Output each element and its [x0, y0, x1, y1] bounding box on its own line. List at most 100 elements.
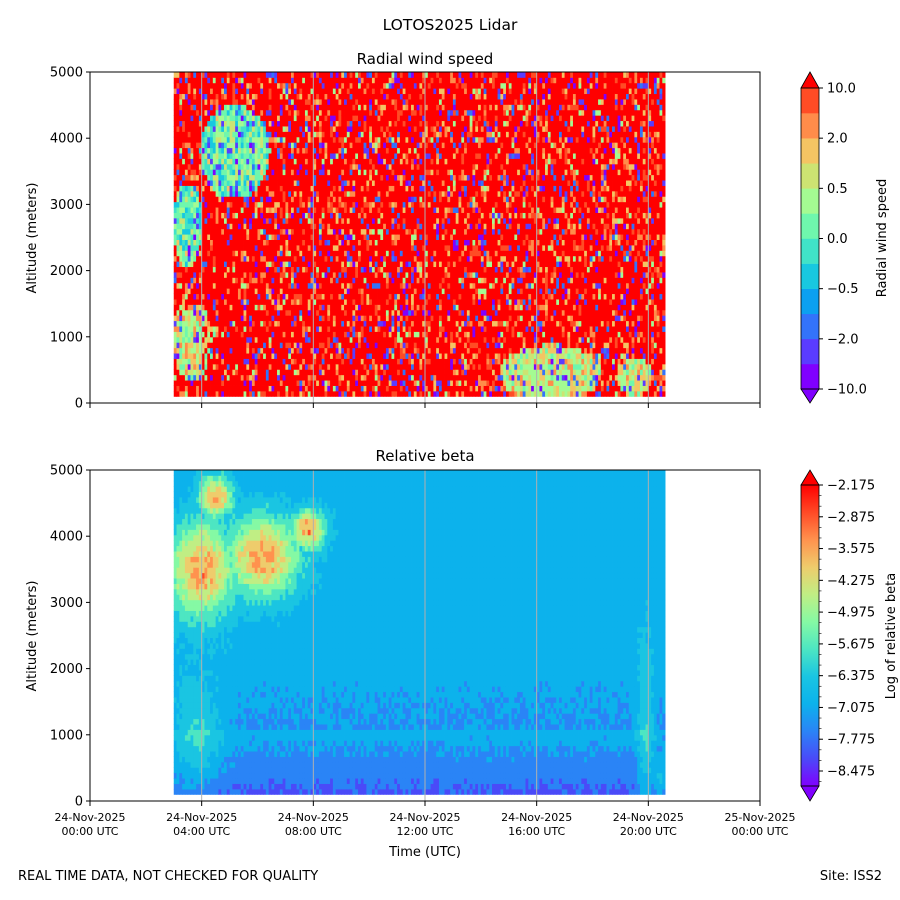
- wind-cell: [296, 293, 300, 300]
- wind-cell: [335, 131, 339, 138]
- wind-cell: [307, 320, 311, 327]
- wind-cell: [198, 126, 203, 132]
- wind-cell: [307, 190, 311, 197]
- wind-cell: [405, 347, 409, 354]
- wind-cell: [268, 304, 272, 311]
- wind-cell: [385, 282, 390, 289]
- wind-cell: [179, 358, 183, 365]
- wind-cell: [277, 196, 281, 203]
- wind-cell: [268, 104, 272, 111]
- wind-cell: [391, 190, 395, 197]
- wind-cell: [229, 299, 233, 305]
- wind-cell: [237, 353, 242, 359]
- wind-cell: [215, 196, 219, 203]
- wind-cell: [402, 82, 406, 89]
- wind-cell: [321, 180, 325, 186]
- wind-cell: [279, 385, 284, 392]
- wind-cell: [274, 109, 278, 116]
- wind-cell: [246, 342, 250, 349]
- wind-cell: [385, 180, 390, 186]
- wind-cell: [330, 212, 334, 219]
- wind-cell: [190, 115, 194, 122]
- wind-cell: [321, 358, 325, 365]
- wind-cell: [388, 315, 392, 322]
- wind-cell: [193, 261, 197, 268]
- wind-cell: [358, 153, 362, 159]
- wind-cell: [176, 255, 180, 262]
- wind-cell: [182, 158, 186, 165]
- wind-cell: [338, 142, 342, 149]
- wind-cell: [229, 326, 233, 332]
- wind-cell: [268, 196, 272, 203]
- wind-cell: [349, 72, 353, 78]
- wind-cell: [243, 277, 247, 284]
- wind-cell: [358, 212, 362, 219]
- wind-cell: [207, 390, 211, 397]
- wind-cell: [207, 336, 211, 343]
- wind-cell: [201, 261, 205, 268]
- wind-cell: [327, 304, 331, 311]
- wind-cell: [173, 266, 177, 273]
- wind-cell: [254, 163, 258, 170]
- wind-cell: [207, 223, 211, 230]
- wind-cell: [335, 136, 339, 143]
- wind-cell: [218, 126, 222, 132]
- wind-cell: [330, 201, 334, 208]
- wind-cell: [307, 315, 311, 322]
- wind-cell: [335, 174, 339, 181]
- wind-cell: [190, 282, 194, 289]
- wind-cell: [176, 131, 180, 138]
- wind-cell: [212, 163, 217, 170]
- wind-cell: [399, 82, 404, 89]
- wind-cell: [196, 245, 200, 251]
- wind-cell: [363, 347, 367, 354]
- wind-cell: [215, 245, 219, 251]
- wind-cell: [254, 315, 258, 322]
- wind-cell: [307, 93, 311, 100]
- wind-cell: [299, 109, 303, 116]
- wind-cell: [335, 304, 339, 311]
- wind-cell: [204, 185, 208, 192]
- wind-cell: [285, 207, 289, 213]
- wind-cell: [285, 282, 289, 289]
- wind-cell: [299, 115, 303, 122]
- wind-cell: [193, 369, 197, 376]
- wind-cell: [293, 174, 297, 181]
- wind-cell: [341, 131, 345, 138]
- wind-cell: [251, 228, 256, 235]
- wind-cell: [358, 353, 362, 359]
- wind-cell: [271, 315, 275, 322]
- wind-cell: [282, 169, 286, 176]
- wind-cell: [224, 207, 228, 213]
- wind-cell: [341, 115, 345, 122]
- wind-cell: [324, 180, 328, 186]
- wind-cell: [196, 342, 200, 349]
- wind-cell: [399, 363, 404, 370]
- wind-cell: [383, 353, 387, 359]
- wind-cell: [198, 88, 203, 95]
- wind-cell: [304, 158, 309, 165]
- wind-cell: [371, 77, 376, 84]
- wind-cell: [190, 369, 194, 376]
- wind-cell: [394, 169, 398, 176]
- wind-cell: [179, 223, 183, 230]
- wind-cell: [246, 385, 250, 392]
- wind-cell: [352, 169, 356, 176]
- wind-cell: [182, 250, 186, 257]
- wind-cell: [263, 147, 267, 154]
- wind-cell: [327, 142, 331, 149]
- wind-cell: [257, 261, 261, 268]
- wind-cell: [229, 190, 233, 197]
- wind-cell: [394, 201, 398, 208]
- wind-cell: [282, 201, 286, 208]
- wind-cell: [318, 131, 323, 138]
- wind-cell: [318, 385, 323, 392]
- wind-cell: [251, 261, 256, 268]
- wind-cell: [307, 239, 311, 246]
- wind-cell: [221, 342, 225, 349]
- wind-cell: [313, 147, 317, 154]
- wind-cell: [349, 147, 353, 154]
- wind-cell: [399, 185, 404, 192]
- wind-cell: [226, 120, 230, 127]
- wind-cell: [391, 282, 395, 289]
